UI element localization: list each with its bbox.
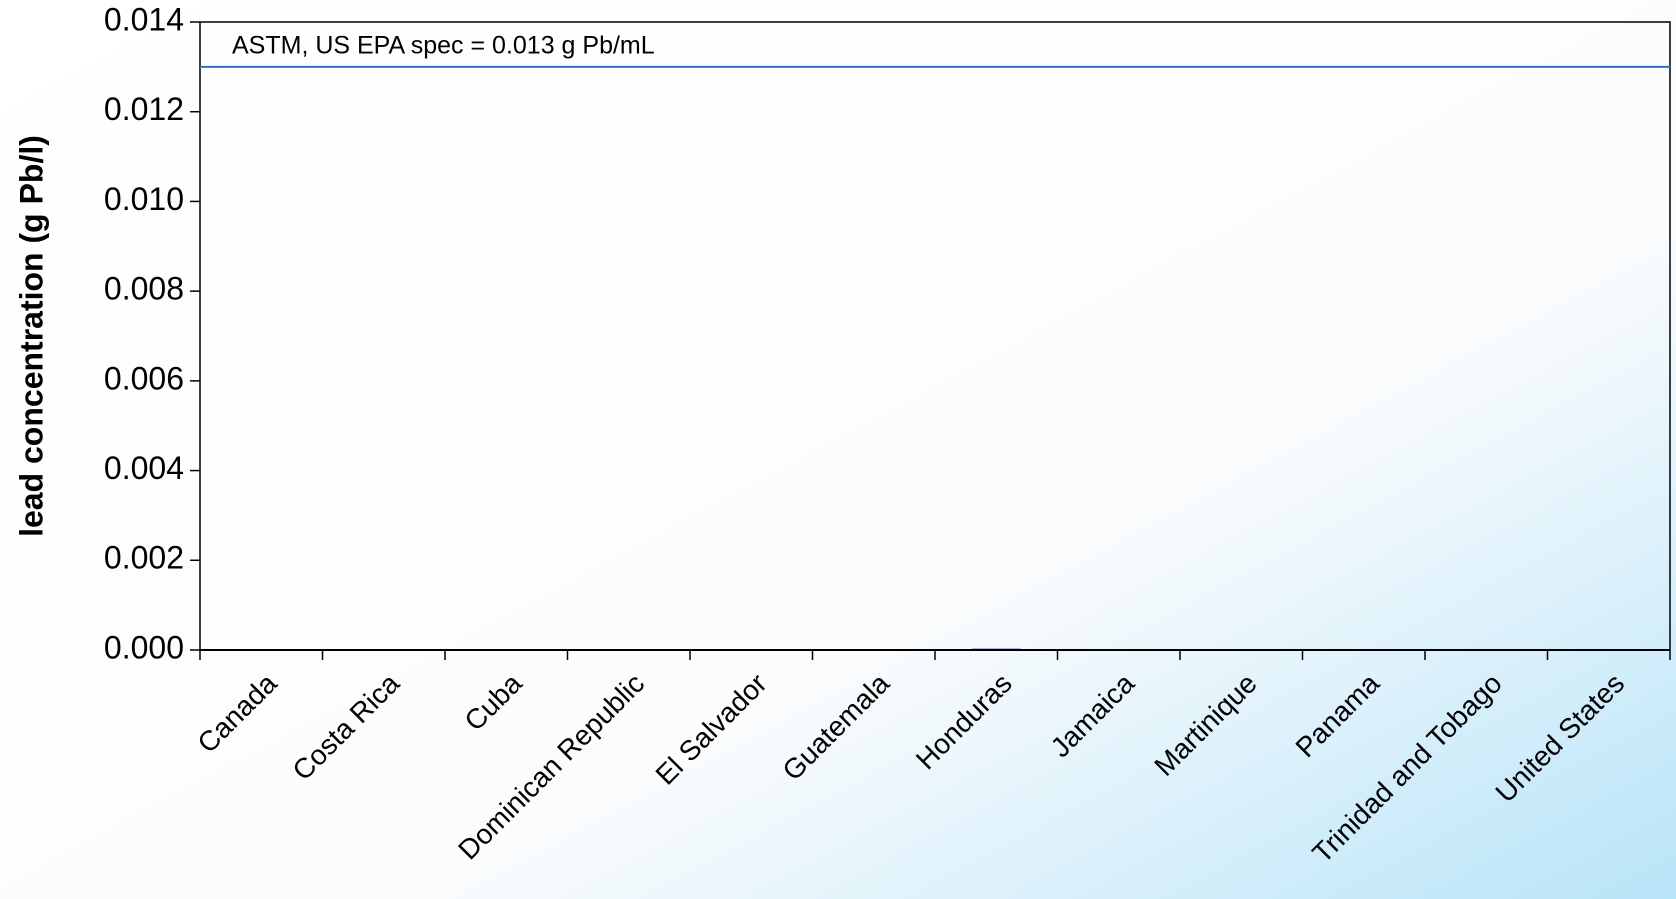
y-tick-label: 0.002 [104,540,184,576]
y-tick-label: 0.012 [104,91,184,127]
reference-label: ASTM, US EPA spec = 0.013 g Pb/mL [232,31,655,59]
y-tick-label: 0.010 [104,181,184,217]
y-tick-label: 0.004 [104,450,184,486]
y-tick-label: 0.000 [104,629,184,665]
y-tick-label: 0.014 [104,1,184,37]
y-tick-label: 0.008 [104,271,184,307]
y-axis-label: lead concentration (g Pb/l) [13,135,49,537]
y-tick-label: 0.006 [104,360,184,396]
